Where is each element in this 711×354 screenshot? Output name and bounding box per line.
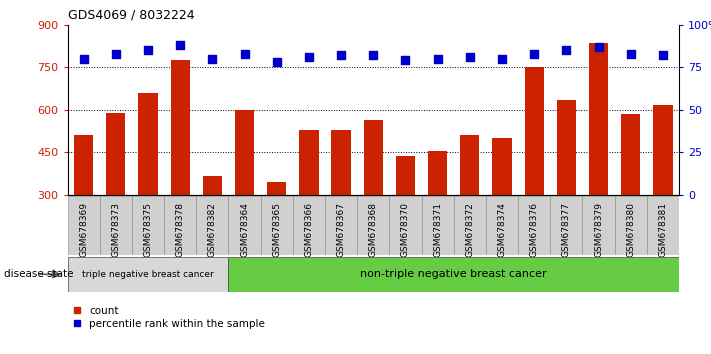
Bar — [331, 130, 351, 195]
Bar — [139, 93, 158, 195]
Text: GSM678369: GSM678369 — [79, 202, 88, 257]
Point — [464, 54, 476, 60]
Bar — [363, 120, 383, 195]
Point — [207, 56, 218, 62]
Bar — [454, 195, 486, 255]
Bar — [653, 105, 673, 195]
Text: GSM678374: GSM678374 — [498, 202, 506, 257]
Point — [432, 56, 444, 62]
Point — [528, 51, 540, 57]
Bar — [299, 130, 319, 195]
Text: GSM678380: GSM678380 — [626, 202, 635, 257]
Text: GSM678377: GSM678377 — [562, 202, 571, 257]
Bar — [171, 60, 190, 195]
Bar — [228, 257, 679, 292]
Bar — [68, 195, 100, 255]
Bar — [68, 257, 228, 292]
Bar — [164, 195, 196, 255]
Text: GSM678368: GSM678368 — [369, 202, 378, 257]
Point — [303, 54, 314, 60]
Bar — [557, 100, 576, 195]
Bar — [647, 195, 679, 255]
Bar — [196, 195, 228, 255]
Point — [271, 59, 282, 65]
Bar — [422, 195, 454, 255]
Bar — [582, 195, 614, 255]
Bar — [621, 114, 641, 195]
Bar — [261, 195, 293, 255]
Point — [368, 52, 379, 58]
Text: GSM678382: GSM678382 — [208, 202, 217, 257]
Text: GSM678381: GSM678381 — [658, 202, 668, 257]
Bar — [132, 195, 164, 255]
Point — [174, 42, 186, 48]
Bar — [518, 195, 550, 255]
Text: GSM678378: GSM678378 — [176, 202, 185, 257]
Bar — [428, 151, 447, 195]
Text: GSM678373: GSM678373 — [112, 202, 120, 257]
Bar — [492, 138, 512, 195]
Point — [561, 47, 572, 53]
Bar — [390, 195, 422, 255]
Bar — [293, 195, 325, 255]
Bar — [589, 43, 608, 195]
Point — [239, 51, 250, 57]
Text: GSM678379: GSM678379 — [594, 202, 603, 257]
Bar — [525, 67, 544, 195]
Text: triple negative breast cancer: triple negative breast cancer — [82, 270, 214, 279]
Bar — [614, 195, 647, 255]
Bar — [357, 195, 390, 255]
Point — [625, 51, 636, 57]
Bar — [486, 195, 518, 255]
Point — [110, 51, 122, 57]
Point — [336, 52, 347, 58]
Text: GSM678367: GSM678367 — [336, 202, 346, 257]
Bar — [100, 195, 132, 255]
Bar — [74, 135, 93, 195]
Bar — [325, 195, 357, 255]
Point — [78, 56, 90, 62]
Point — [657, 52, 668, 58]
Text: GSM678366: GSM678366 — [304, 202, 314, 257]
Bar — [235, 110, 255, 195]
Text: GSM678372: GSM678372 — [465, 202, 474, 257]
Bar — [267, 182, 287, 195]
Text: GSM678364: GSM678364 — [240, 202, 249, 257]
Point — [400, 58, 411, 63]
Bar — [550, 195, 582, 255]
Text: GSM678370: GSM678370 — [401, 202, 410, 257]
Text: GSM678371: GSM678371 — [433, 202, 442, 257]
Point — [593, 44, 604, 50]
Point — [496, 56, 508, 62]
Text: non-triple negative breast cancer: non-triple negative breast cancer — [360, 269, 547, 279]
Bar — [228, 195, 261, 255]
Text: GDS4069 / 8032224: GDS4069 / 8032224 — [68, 9, 194, 22]
Bar — [106, 113, 125, 195]
Bar — [203, 176, 222, 195]
Legend: count, percentile rank within the sample: count, percentile rank within the sample — [73, 306, 265, 329]
Text: GSM678375: GSM678375 — [144, 202, 152, 257]
Text: GSM678365: GSM678365 — [272, 202, 282, 257]
Point — [142, 47, 154, 53]
Bar — [396, 156, 415, 195]
Text: GSM678376: GSM678376 — [530, 202, 539, 257]
Text: disease state: disease state — [4, 269, 73, 279]
Bar — [460, 135, 479, 195]
